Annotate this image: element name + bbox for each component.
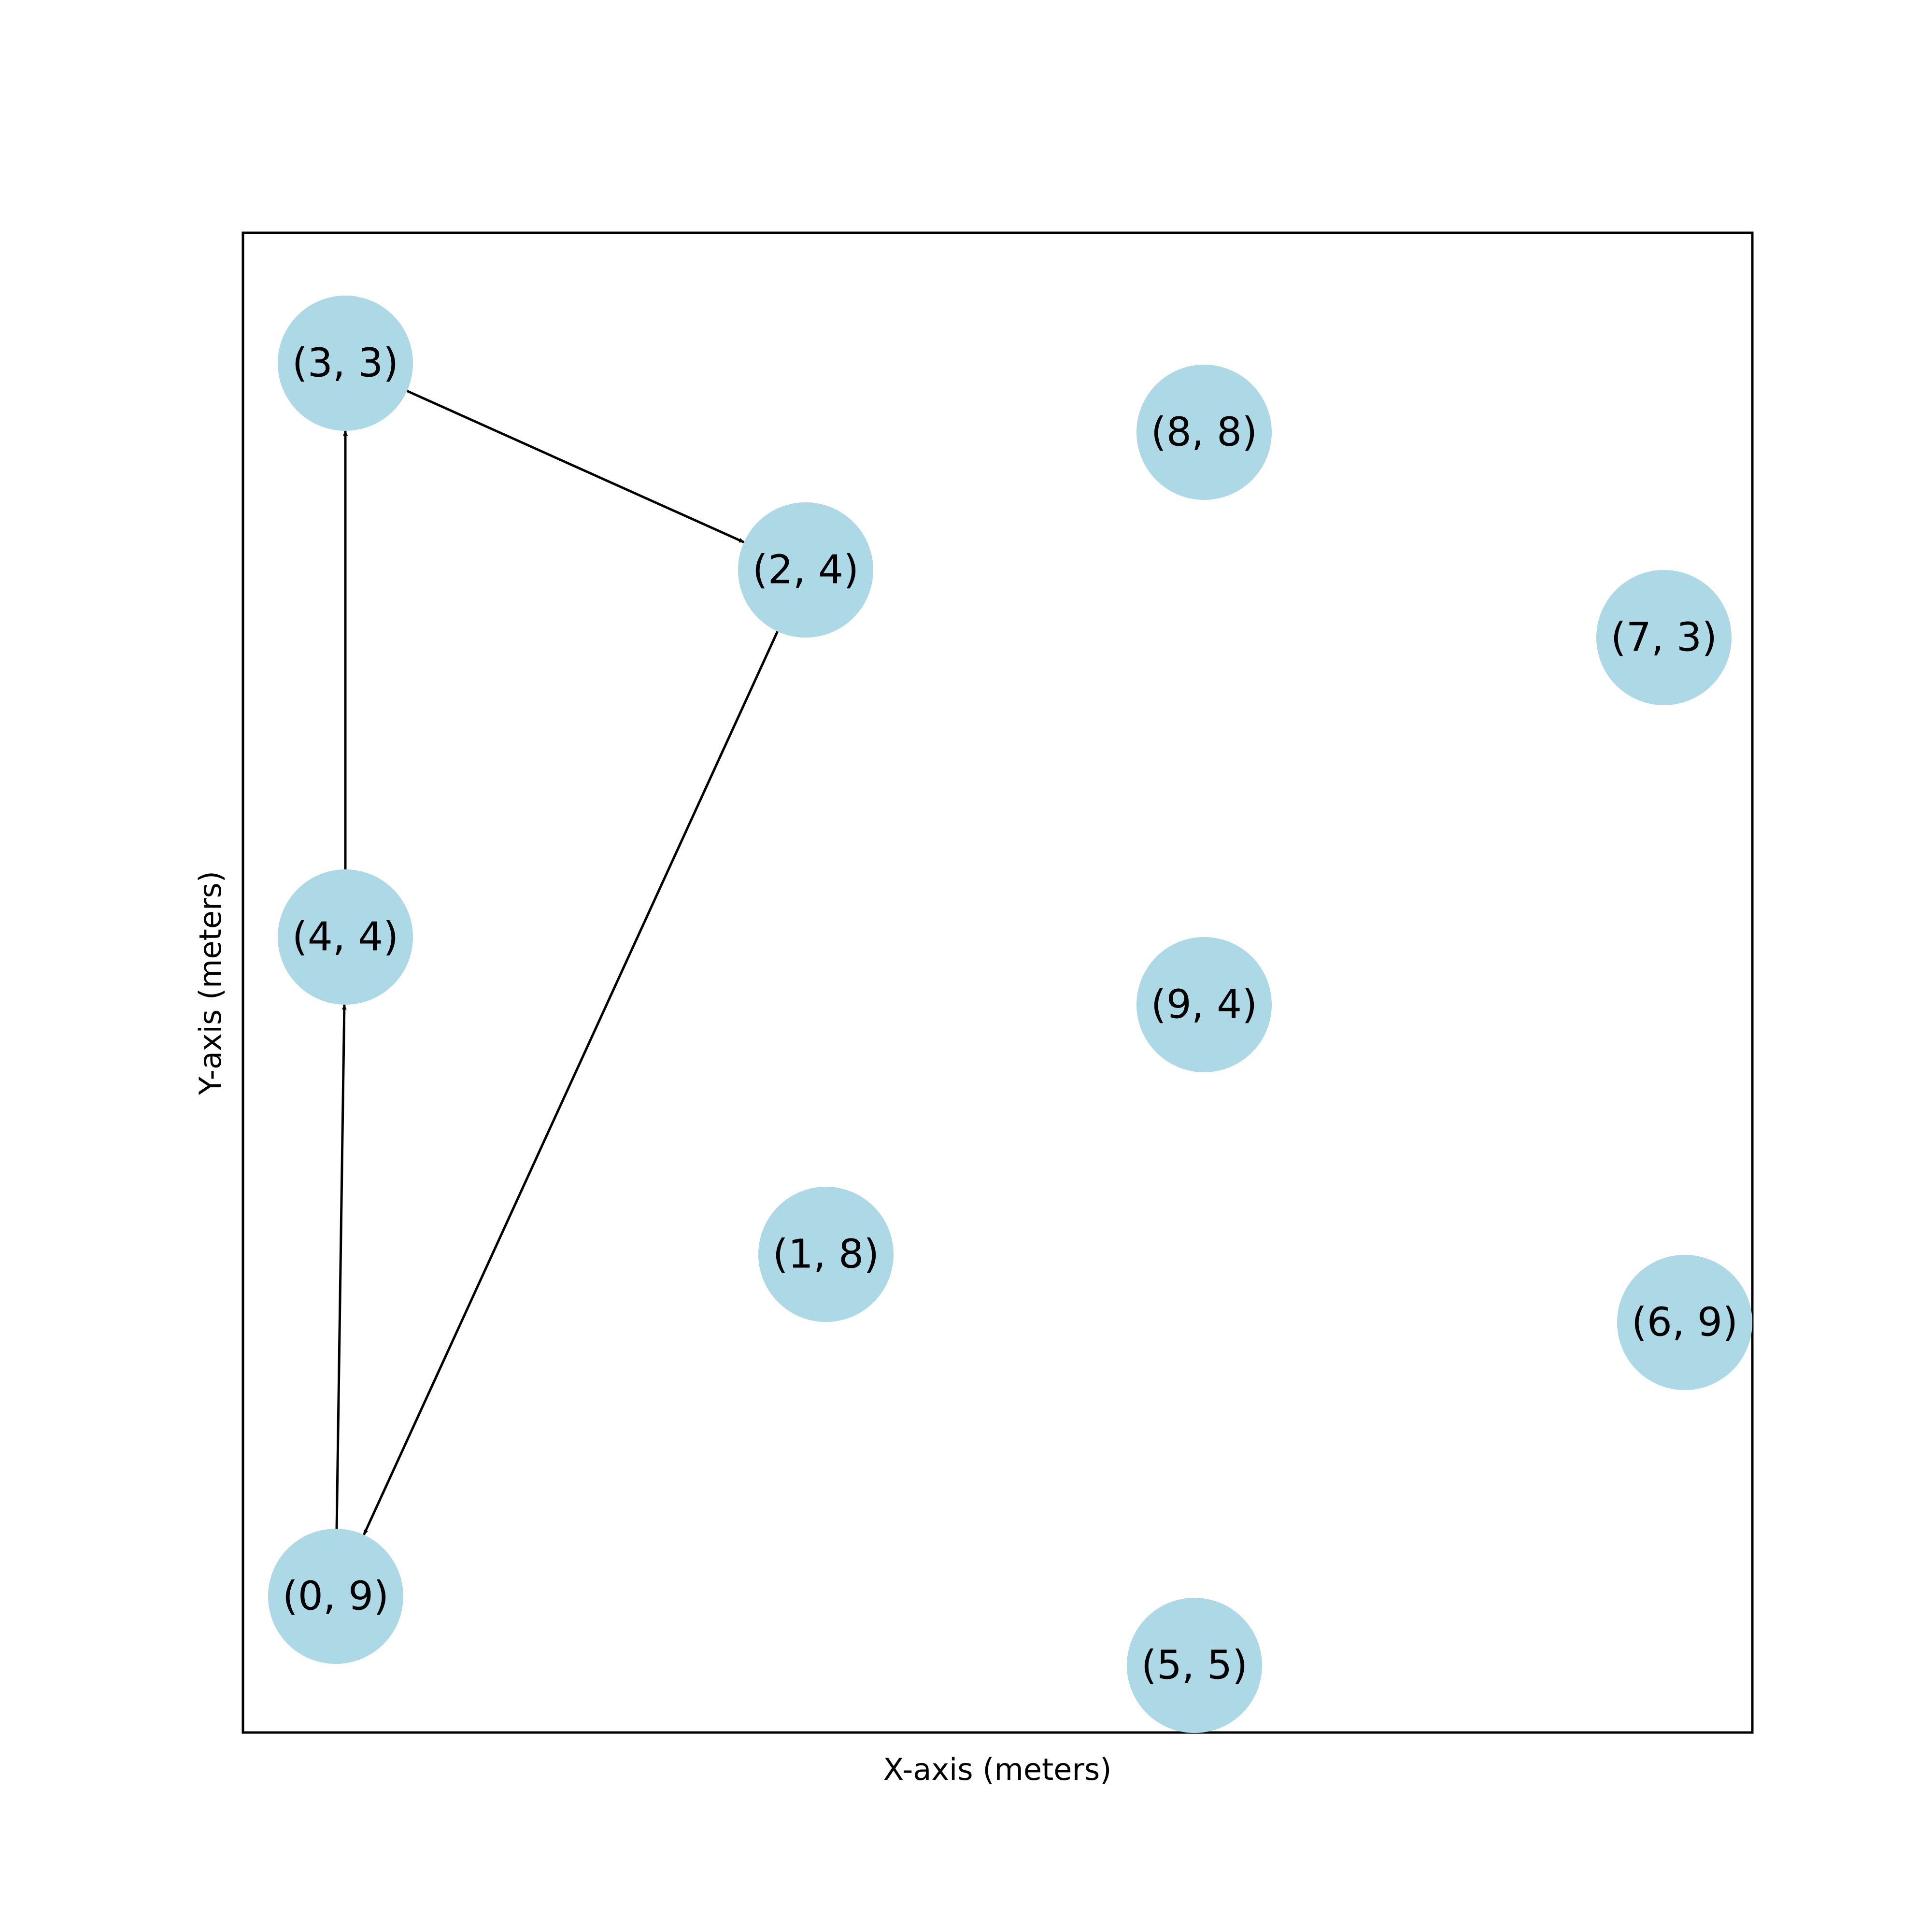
- node-label: (7, 3): [1611, 615, 1717, 661]
- node-label: (0, 9): [283, 1574, 389, 1619]
- edge-arrow-2: [406, 390, 745, 543]
- node-circle: [268, 1529, 403, 1664]
- node-n33: (3, 3): [278, 296, 413, 431]
- node-n09: (0, 9): [268, 1529, 403, 1664]
- node-label: (6, 9): [1632, 1300, 1738, 1346]
- node-label: (9, 4): [1151, 982, 1257, 1028]
- edges-layer: [335, 390, 779, 1535]
- x-axis-label: X-axis (meters): [883, 1752, 1112, 1787]
- node-circle: [758, 1187, 894, 1322]
- node-n44: (4, 4): [278, 869, 413, 1005]
- node-circle: [1127, 1598, 1262, 1733]
- node-label: (8, 8): [1151, 410, 1257, 455]
- node-n18: (1, 8): [758, 1187, 894, 1322]
- node-circle: [1617, 1255, 1752, 1390]
- node-n69: (6, 9): [1617, 1255, 1752, 1390]
- node-label: (5, 5): [1141, 1643, 1248, 1689]
- node-circle: [738, 502, 873, 638]
- node-n73: (7, 3): [1596, 570, 1732, 705]
- node-circle: [1136, 937, 1272, 1072]
- node-n94: (9, 4): [1136, 937, 1272, 1072]
- node-label: (3, 3): [292, 341, 398, 386]
- node-label: (2, 4): [753, 547, 859, 593]
- node-circle: [1136, 365, 1272, 500]
- node-label: (1, 8): [773, 1232, 879, 1278]
- edge-arrow-3: [363, 631, 779, 1535]
- edge-arrow-0: [335, 1004, 347, 1529]
- node-circle: [1596, 570, 1732, 705]
- node-circle: [278, 296, 413, 431]
- node-circle: [278, 869, 413, 1005]
- nodes-layer: (3, 3) (8, 8) (2, 4) (7, 3) (4, 4) (9, 4) (1, …: [268, 296, 1752, 1733]
- node-n55: (5, 5): [1127, 1598, 1262, 1733]
- plot-frame: [242, 231, 1754, 1734]
- node-n88: (8, 8): [1136, 365, 1272, 500]
- node-n24: (2, 4): [738, 502, 873, 638]
- node-label: (4, 4): [292, 914, 398, 960]
- y-axis-label: Y-axis (meters): [193, 871, 228, 1095]
